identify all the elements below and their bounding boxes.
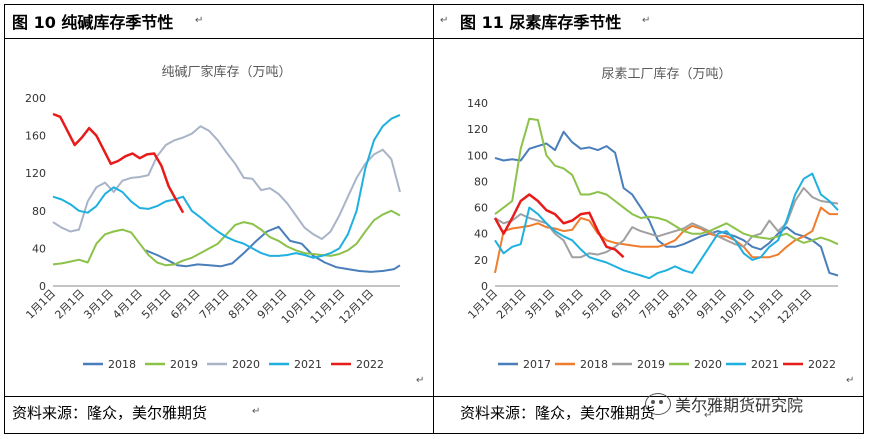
paragraph-mark: ↵ [416,375,425,386]
y-tick-label: 160 [25,130,46,143]
figure-title-left: 图 10 纯碱库存季节性 [12,13,174,32]
y-tick-label: 80 [474,175,488,188]
footer-divider [4,396,864,397]
legend-item-2017: 2017 [498,358,551,371]
x-tick-label: 2月1日 [52,287,87,322]
y-tick-label: 100 [467,149,488,162]
legend-label: 2022 [356,358,384,371]
x-tick-label: 3月1日 [81,287,116,322]
bottom-border [4,433,864,434]
chart-title: 尿素工厂库存（万吨） [601,66,731,82]
legend-item-2020: 2020 [207,358,260,371]
paragraph-mark: ↵ [642,15,651,26]
legend-label: 2020 [232,358,260,371]
legend-label: 2019 [170,358,198,371]
x-tick-label: 7月1日 [637,287,672,322]
series-line-2022 [52,112,185,214]
legend-item-2018: 2018 [555,358,608,371]
x-tick-label: 2月1日 [494,287,529,322]
legend-item-2022: 2022 [331,358,384,371]
y-tick-label: 20 [474,254,488,267]
x-tick-label: 7月1日 [197,287,232,322]
paragraph-mark: ↵ [704,410,713,421]
legend-label: 2017 [523,358,551,371]
legend-label: 2021 [751,358,779,371]
document-frame [4,4,864,434]
x-tick-label: 6月1日 [608,287,643,322]
y-tick-label: 0 [39,280,46,293]
y-tick-label: 40 [474,228,488,241]
x-tick-label: 8月1日 [226,287,261,322]
paragraph-mark: ↵ [440,15,449,26]
y-tick-label: 120 [25,167,46,180]
wechat-icon [645,393,671,415]
series-line-2021 [494,172,839,280]
watermark: 美尔雅期货研究院 [645,392,803,416]
legend-item-2019: 2019 [145,358,198,371]
right-border [863,4,864,434]
x-tick-label: 4月1日 [551,287,586,322]
paragraph-mark: ↵ [252,406,261,417]
paragraph-mark: ↵ [846,375,855,386]
figure-title-right: 图 11 尿素库存季节性 [460,13,622,32]
legend-label: 2019 [637,358,665,371]
soda-ash-inventory-chart: 纯碱厂家库存（万吨）040801201602001月1日2月1日3月1日4月1日… [23,64,401,371]
paragraph-mark: ↵ [195,15,204,26]
series-line-2020 [494,117,839,246]
y-tick-label: 120 [467,123,488,136]
top-border [4,4,864,5]
legend-item-2020: 2020 [669,358,722,371]
legend-item-2019: 2019 [612,358,665,371]
x-tick-label: 8月1日 [666,287,701,322]
series-line-2020 [52,125,401,240]
x-tick-label: 4月1日 [110,287,145,322]
source-right: 资料来源：隆众，美尔雅期货 [460,404,656,422]
legend-label: 2018 [580,358,608,371]
center-divider [433,4,434,434]
series-line-2019 [52,209,401,267]
series-line-2018 [494,206,838,274]
legend-item-2022: 2022 [783,358,836,371]
source-left: 资料来源：隆众，美尔雅期货 [12,404,208,422]
legend-label: 2021 [294,358,322,371]
legend-label: 2020 [694,358,722,371]
y-tick-label: 80 [32,205,46,218]
legend-label: 2022 [808,358,836,371]
y-tick-label: 0 [481,280,488,293]
urea-inventory-chart: 尿素工厂库存（万吨）0204060801001201401月1日2月1日3月1日… [465,66,839,371]
legend-item-2021: 2021 [269,358,322,371]
x-tick-label: 3月1日 [523,287,558,322]
x-tick-label: 5月1日 [139,287,174,322]
y-tick-label: 200 [25,92,46,105]
x-tick-label: 5月1日 [580,287,615,322]
y-tick-label: 40 [32,242,46,255]
series-line-2019 [494,187,839,259]
series-line-2021 [52,113,401,259]
series-line-2018 [145,225,401,273]
header-divider [4,38,864,39]
series-line-2022 [493,193,625,259]
legend-item-2021: 2021 [726,358,779,371]
chart-title: 纯碱厂家库存（万吨） [161,64,291,80]
watermark-text: 美尔雅期货研究院 [675,396,804,415]
x-tick-label: 6月1日 [168,287,203,322]
left-border [4,4,5,434]
y-tick-label: 60 [474,202,488,215]
legend-item-2018: 2018 [83,358,136,371]
y-tick-label: 140 [467,97,488,110]
legend-label: 2018 [108,358,136,371]
